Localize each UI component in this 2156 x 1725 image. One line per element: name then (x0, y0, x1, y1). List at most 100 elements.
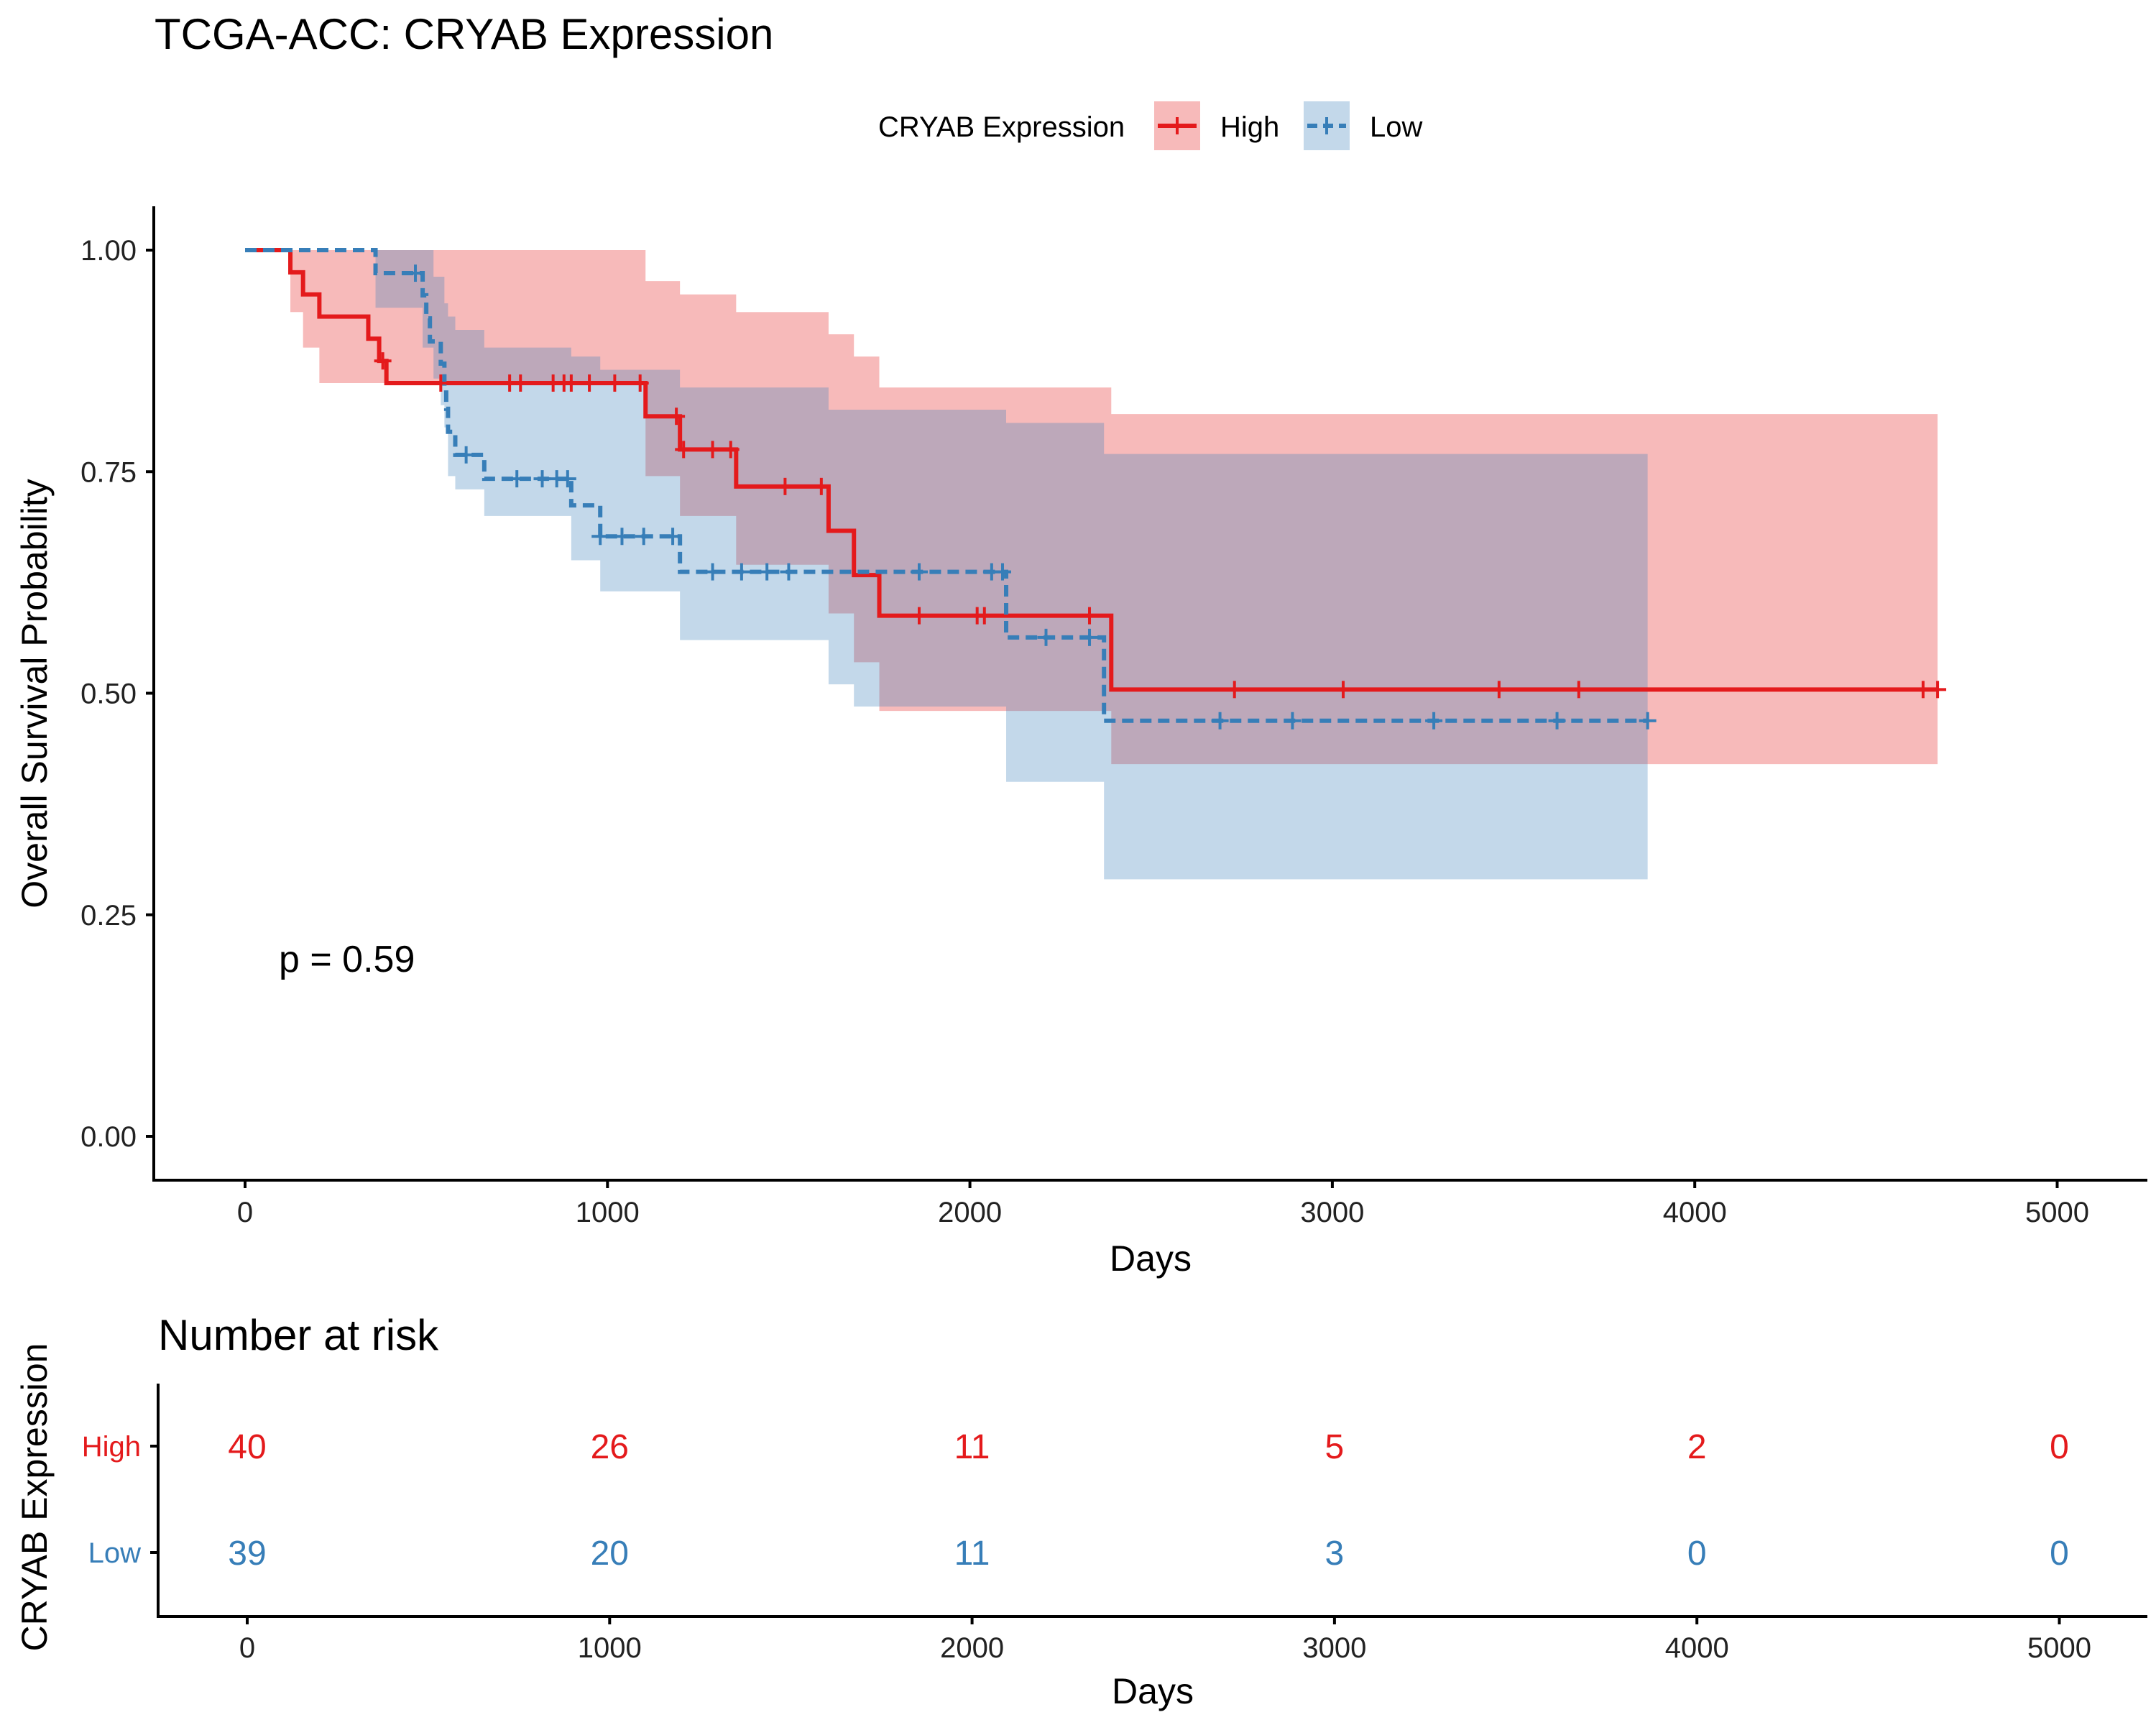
risk-row-label-low: Low (88, 1537, 141, 1569)
x-tick-label: 1000 (576, 1197, 640, 1228)
censor-marks (374, 264, 1947, 730)
censor-mark-high (1929, 681, 1947, 699)
censor-mark-low (1639, 712, 1657, 730)
legend-label-high: High (1220, 111, 1279, 143)
censor-mark-low (1037, 628, 1055, 646)
y-axis-label: Overall Survival Probability (14, 479, 55, 908)
censor-mark-low (533, 470, 551, 488)
censor-mark-high (432, 374, 450, 392)
censor-mark-high (606, 374, 624, 392)
risk-count-high: 26 (591, 1428, 629, 1466)
censor-mark-low (1548, 712, 1566, 730)
legend-title: CRYAB Expression (878, 111, 1125, 143)
censor-mark-low (704, 563, 722, 581)
y-tick-label: 0.75 (80, 456, 137, 488)
censor-mark-high (675, 441, 693, 459)
risk-count-low: 39 (228, 1535, 266, 1573)
censor-mark-high (562, 374, 580, 392)
risk-x-ticks: 0 1000 2000 3000 4000 5000 (239, 1616, 2091, 1664)
risk-table-axes (157, 1384, 2147, 1618)
censor-mark-low (613, 528, 631, 546)
censor-mark-low (780, 563, 798, 581)
risk-x-tick-label: 3000 (1302, 1632, 1366, 1664)
x-tick-label: 0 (237, 1197, 253, 1228)
risk-y-axis-label: CRYAB Expression (14, 1343, 55, 1652)
censor-mark-high (704, 441, 722, 459)
y-tick-label: 0.25 (80, 900, 137, 932)
risk-count-low: 11 (954, 1535, 990, 1573)
survival-curve-high (245, 248, 1938, 692)
risk-x-tick-label: 1000 (578, 1632, 642, 1664)
censor-mark-high (1081, 607, 1099, 625)
x-tick-label: 2000 (938, 1197, 1002, 1228)
censor-mark-high (1335, 681, 1353, 699)
risk-count-high: 40 (228, 1428, 266, 1466)
risk-count-high: 0 (2050, 1428, 2069, 1466)
censor-mark-low (664, 528, 682, 546)
censor-mark-low (1284, 712, 1302, 730)
censor-mark-high (1570, 681, 1588, 699)
censor-mark-high (512, 374, 530, 392)
risk-row-label-high: High (82, 1431, 141, 1463)
ci-band-low (245, 250, 1648, 880)
risk-table-title: Number at risk (158, 1311, 439, 1359)
p-value-annotation: p = 0.59 (279, 939, 415, 980)
censor-mark-low (732, 563, 750, 581)
risk-x-tick-label: 2000 (940, 1632, 1004, 1664)
risk-count-low: 20 (591, 1535, 629, 1573)
confidence-bands (245, 250, 1938, 880)
censor-mark-high (812, 477, 830, 495)
censor-mark-low (635, 528, 653, 546)
survival-curves (245, 248, 1938, 723)
x-tick-label: 5000 (2025, 1197, 2089, 1228)
risk-x-axis-label: Days (1112, 1671, 1194, 1711)
y-ticks: 0.00 0.25 0.50 0.75 1.00 (80, 235, 154, 1153)
risk-count-high: 5 (1325, 1428, 1345, 1466)
risk-count-low: 0 (2050, 1535, 2069, 1573)
y-tick-label: 0.50 (80, 678, 137, 710)
censor-mark-low (508, 470, 526, 488)
censor-mark-low (993, 563, 1011, 581)
x-ticks: 0 1000 2000 3000 4000 5000 (237, 1180, 2089, 1228)
censor-mark-low (1211, 712, 1229, 730)
risk-count-low: 3 (1325, 1535, 1345, 1573)
censor-mark-high (374, 352, 392, 370)
censor-mark-high (910, 607, 928, 625)
legend-key-high (1154, 101, 1200, 150)
x-tick-label: 4000 (1663, 1197, 1727, 1228)
risk-count-high: 2 (1687, 1428, 1707, 1466)
censor-mark-high (1490, 681, 1508, 699)
censor-mark-low (910, 563, 928, 581)
x-axis-label: Days (1110, 1238, 1192, 1279)
legend-key-low (1304, 101, 1350, 150)
censor-mark-low (591, 528, 609, 546)
censor-mark-low (407, 264, 425, 282)
censor-mark-low (1081, 628, 1099, 646)
y-tick-label: 1.00 (80, 235, 137, 267)
risk-x-tick-label: 4000 (1665, 1632, 1729, 1664)
censor-mark-high (581, 374, 599, 392)
risk-x-tick-label: 0 (239, 1632, 255, 1664)
censor-mark-high (668, 408, 686, 426)
censor-mark-low (758, 563, 776, 581)
censor-mark-high (776, 477, 794, 495)
risk-count-low: 0 (1687, 1535, 1707, 1573)
risk-x-tick-label: 5000 (2027, 1632, 2091, 1664)
censor-mark-high (1914, 681, 1932, 699)
chart-title: TCGA-ACC: CRYAB Expression (155, 10, 773, 58)
censor-mark-high (631, 374, 649, 392)
risk-count-high: 11 (954, 1428, 990, 1466)
ci-band-high (245, 250, 1938, 853)
legend-label-low: Low (1370, 111, 1422, 143)
censor-mark-low (457, 446, 475, 464)
censor-mark-low (558, 470, 576, 488)
censor-mark-high (722, 441, 740, 459)
censor-mark-high (975, 607, 993, 625)
legend: CRYAB Expression High Low (878, 101, 1422, 150)
y-tick-label: 0.00 (80, 1121, 137, 1153)
censor-mark-low (1425, 712, 1443, 730)
x-tick-label: 3000 (1300, 1197, 1364, 1228)
censor-mark-high (1225, 681, 1243, 699)
